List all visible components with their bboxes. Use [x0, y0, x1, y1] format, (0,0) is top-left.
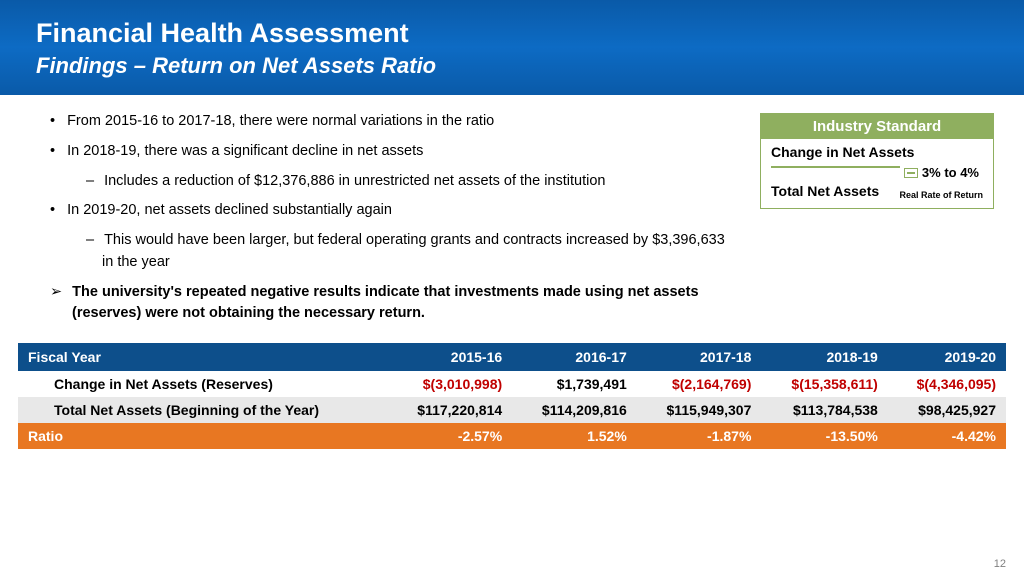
slide-subtitle: Findings – Return on Net Assets Ratio — [36, 53, 988, 79]
range-icon — [904, 168, 918, 178]
row-label: Ratio — [18, 423, 388, 449]
table-cell: $113,784,538 — [761, 397, 887, 423]
bullet-item: This would have been larger, but federal… — [86, 230, 740, 274]
table-cell: $1,739,491 — [512, 371, 637, 397]
table-col-header: 2017-18 — [637, 343, 762, 371]
bullet-item: From 2015-16 to 2017-18, there were norm… — [50, 111, 740, 133]
industry-standard-box: Industry Standard Change in Net Assets 3… — [760, 113, 994, 209]
sidebar-numerator: Change in Net Assets — [771, 145, 983, 160]
table-cell: $98,425,927 — [888, 397, 1006, 423]
table-body: Change in Net Assets (Reserves)$(3,010,9… — [18, 371, 1006, 449]
table-cell: $117,220,814 — [388, 397, 513, 423]
table-cell: 1.52% — [512, 423, 637, 449]
table-cell: -1.87% — [637, 423, 762, 449]
ratio-row: Ratio-2.57%1.52%-1.87%-13.50%-4.42% — [18, 423, 1006, 449]
table-cell: -13.50% — [761, 423, 887, 449]
sidebar-note: Real Rate of Return — [899, 190, 983, 200]
row-label: Change in Net Assets (Reserves) — [18, 371, 388, 397]
slide-title: Financial Health Assessment — [36, 18, 988, 49]
data-table: Fiscal Year2015-162016-172017-182018-192… — [18, 343, 1006, 449]
table-cell: $(3,010,998) — [388, 371, 513, 397]
table-cell: $(4,346,095) — [888, 371, 1006, 397]
bullet-list: From 2015-16 to 2017-18, there were norm… — [50, 111, 760, 325]
bullet-item: In 2018-19, there was a significant decl… — [50, 141, 740, 163]
table-cell: $(15,358,611) — [761, 371, 887, 397]
table-col-header: Fiscal Year — [18, 343, 388, 371]
table-cell: $114,209,816 — [512, 397, 637, 423]
table-cell: $115,949,307 — [637, 397, 762, 423]
table-cell: -4.42% — [888, 423, 1006, 449]
table-row: Change in Net Assets (Reserves)$(3,010,9… — [18, 371, 1006, 397]
table-header-row: Fiscal Year2015-162016-172017-182018-192… — [18, 343, 1006, 371]
page-number: 12 — [994, 558, 1006, 570]
table-cell: -2.57% — [388, 423, 513, 449]
bullet-item: The university's repeated negative resul… — [50, 282, 740, 326]
table-col-header: 2016-17 — [512, 343, 637, 371]
table-cell: $(2,164,769) — [637, 371, 762, 397]
bullet-item: In 2019-20, net assets declined substant… — [50, 200, 740, 222]
slide-header: Financial Health Assessment Findings – R… — [0, 0, 1024, 95]
sidebar-range: 3% to 4% — [900, 165, 983, 180]
table-row: Total Net Assets (Beginning of the Year)… — [18, 397, 1006, 423]
row-label: Total Net Assets (Beginning of the Year) — [18, 397, 388, 423]
table-col-header: 2018-19 — [761, 343, 887, 371]
bullet-item: Includes a reduction of $12,376,886 in u… — [86, 171, 740, 193]
table-col-header: 2015-16 — [388, 343, 513, 371]
data-table-wrapper: Fiscal Year2015-162016-172017-182018-192… — [0, 343, 1024, 449]
table-col-header: 2019-20 — [888, 343, 1006, 371]
sidebar-header: Industry Standard — [761, 114, 993, 139]
